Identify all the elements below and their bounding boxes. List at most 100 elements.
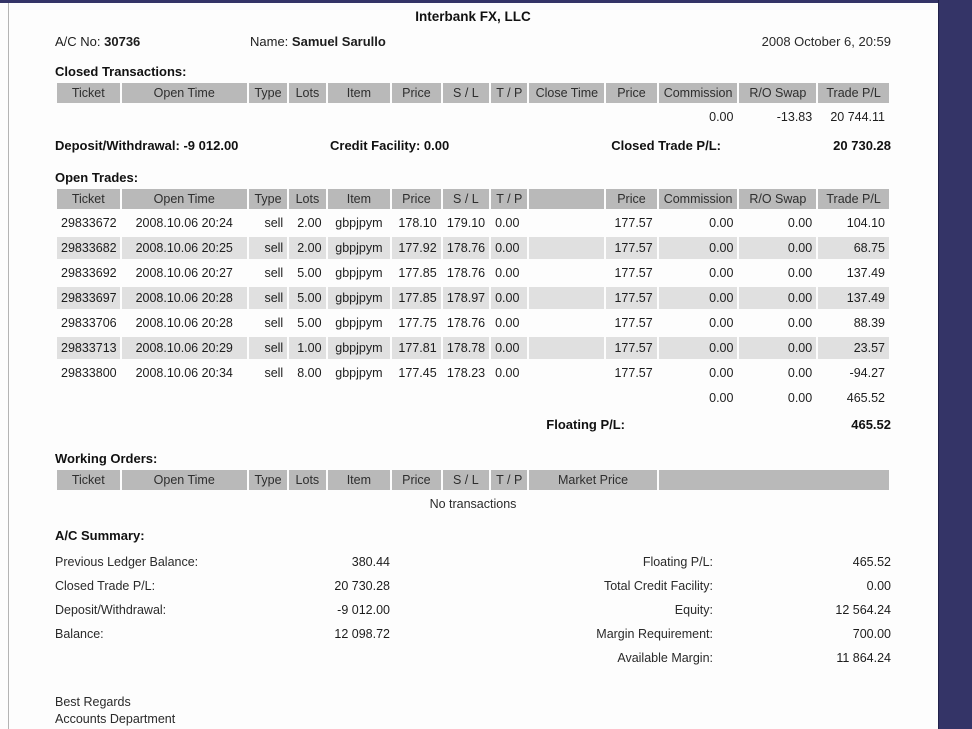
summary-row: Deposit/Withdrawal: -9 012.00	[55, 598, 390, 622]
summary-label: Margin Requirement:	[596, 627, 713, 641]
cell: 177.57	[614, 316, 653, 330]
cell: 8.00	[297, 366, 322, 380]
cell: sell	[264, 366, 284, 380]
closed-trade-pl-label: Closed Trade P/L:	[611, 138, 721, 153]
column-header: Price	[606, 83, 657, 103]
column-header: Close Time	[529, 83, 605, 103]
cell: 0.00	[491, 287, 528, 309]
summary-value: 11 864.24	[836, 651, 891, 665]
totals-cell	[328, 387, 391, 409]
cell: 137.49	[846, 266, 885, 280]
summary-label: Equity:	[674, 603, 713, 617]
cell: gbpjpym	[327, 237, 391, 259]
summary-row: Floating P/L: 465.52	[400, 550, 891, 574]
column-header: Open Time	[121, 83, 247, 103]
right-navy-sidebar	[938, 0, 972, 729]
summary-value: -9 012.00	[337, 603, 390, 617]
totals-cell	[606, 387, 657, 409]
signature-line-2: Accounts Department	[55, 712, 176, 726]
cell: 0.00	[787, 216, 813, 230]
cell: 2008.10.06 20:34	[135, 366, 233, 380]
column-header: Ticket	[57, 83, 120, 103]
column-header: Type	[248, 83, 288, 103]
cell: gbpjpym	[335, 366, 383, 380]
column-header: Item	[327, 189, 391, 209]
cell: 0.00	[658, 237, 738, 259]
account-name-field: Name: Samuel Sarullo	[250, 33, 762, 51]
cell: 178.76	[446, 266, 486, 280]
cell: 29833682	[57, 237, 120, 259]
floating-pl-row: Floating P/L: 465.52	[55, 414, 891, 436]
cell: 177.75	[398, 316, 437, 330]
cell: 178.23	[446, 366, 486, 380]
cell: 5.00	[297, 266, 322, 280]
cell	[529, 337, 605, 359]
closed-transactions-title: Closed Transactions:	[55, 64, 187, 79]
cell: -94.27	[849, 366, 885, 380]
column-header: Lots	[289, 189, 326, 209]
cell: 29833697	[57, 287, 120, 309]
cell: 2008.10.06 20:27	[135, 266, 233, 280]
deposit-withdrawal-field: Deposit/Withdrawal: -9 012.00	[55, 135, 330, 157]
column-header: Item	[327, 470, 391, 490]
totals-cell	[491, 387, 527, 409]
cell: 177.57	[614, 216, 653, 230]
summary-row: Previous Ledger Balance: 380.44	[55, 550, 390, 574]
cell: 0.00	[787, 266, 813, 280]
cell: 177.85	[398, 266, 437, 280]
cell: 2008.10.06 20:25	[121, 237, 247, 259]
cell: 23.57	[818, 337, 889, 359]
cell: 2008.10.06 20:28	[135, 316, 233, 330]
cell: gbpjpym	[335, 316, 383, 330]
cell: 0.00	[709, 216, 734, 230]
summary-value: 465.52	[852, 555, 891, 569]
column-header: Market Price	[529, 470, 657, 490]
working-orders-title: Working Orders:	[55, 451, 158, 466]
column-header: Item	[327, 83, 391, 103]
account-name-label: Name:	[250, 34, 289, 49]
closed-summary-row: Deposit/Withdrawal: -9 012.00 Credit Fac…	[55, 135, 891, 157]
totals-cell	[249, 106, 287, 128]
totals-cell	[57, 106, 120, 128]
column-header: S / L	[442, 189, 490, 209]
cell	[529, 287, 605, 309]
cell: sell	[264, 266, 284, 280]
cell: 0.00	[495, 316, 520, 330]
totals-cell	[57, 387, 120, 409]
trade-row: 29833697 2008.10.06 20:28 sell 5.00 gbpjpym 1…	[57, 287, 889, 309]
totals-cell: -13.83	[776, 110, 813, 124]
cell: 29833692	[61, 266, 117, 280]
column-header: Lots	[289, 83, 326, 103]
totals-cell: 0.00	[787, 391, 813, 405]
column-header: Ticket	[57, 470, 120, 490]
column-header	[529, 189, 605, 209]
summary-label: Deposit/Withdrawal:	[55, 603, 167, 617]
cell: 88.39	[853, 316, 885, 330]
cell: 0.00	[658, 337, 738, 359]
summary-label: Closed Trade P/L:	[55, 579, 156, 593]
totals-cell	[122, 106, 247, 128]
trade-row: 29833800 2008.10.06 20:34 sell 8.00 gbpjpym 1…	[57, 362, 889, 384]
cell: gbpjpym	[335, 216, 383, 230]
column-header: Trade P/L	[818, 189, 889, 209]
summary-label: Floating P/L:	[642, 555, 713, 569]
totals-cell	[249, 387, 287, 409]
cell	[529, 262, 604, 284]
column-header	[658, 470, 889, 490]
cell: 177.57	[614, 366, 653, 380]
open-trades-title: Open Trades:	[55, 170, 139, 185]
totals-cell	[491, 106, 527, 128]
cell: 179.10	[446, 216, 486, 230]
summary-value: 12 098.72	[334, 627, 390, 641]
cell	[529, 362, 604, 384]
cell: 0.00	[491, 237, 528, 259]
cell: 5.00	[297, 316, 322, 330]
column-header: R/O Swap	[739, 189, 817, 209]
cell: 178.78	[442, 337, 490, 359]
summary-value: 700.00	[852, 627, 891, 641]
cell: 137.49	[818, 287, 889, 309]
totals-cell	[122, 387, 247, 409]
statement-datetime: 2008 October 6, 20:59	[761, 34, 891, 49]
summary-row: Closed Trade P/L: 20 730.28	[55, 574, 390, 598]
